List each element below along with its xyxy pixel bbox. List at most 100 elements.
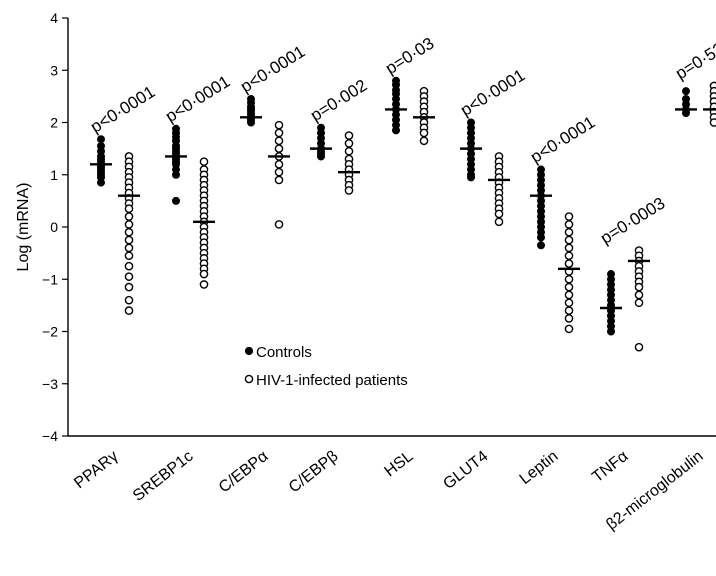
patients-point [634,298,644,308]
patients-point [274,120,284,130]
controls-point [316,152,325,161]
category-label: TNFα [589,448,631,486]
patients-point [274,159,284,169]
patients-point [124,204,134,214]
y-axis-label: Log (mRNA) [15,183,32,272]
patients-point [274,220,284,229]
patients-point [564,220,574,229]
category-label: HSL [381,448,416,481]
y-tick-label: −3 [42,376,58,392]
p-value-label: p<0·0001 [87,82,158,136]
y-tick-label: 4 [50,10,58,26]
patients-point [564,324,574,334]
patients-point [124,243,134,253]
patients-point [124,251,134,261]
patients-point [274,175,284,185]
legend-marker-controls [244,346,254,356]
controls-point [97,135,106,144]
controls-point [246,118,255,127]
patients-point [124,227,134,237]
patients-point [564,306,574,315]
patients-point [124,282,134,292]
data-marks [97,76,716,352]
controls-point [391,126,400,135]
legend-marker-patients [244,374,254,384]
controls-point [537,233,546,242]
patients-point [564,212,574,221]
controls-point [607,327,616,336]
y-tick-label: 2 [50,115,58,131]
patients-point [564,259,574,268]
patients-point [124,272,134,281]
patients-point [199,157,209,166]
patients-point [494,209,504,219]
category-label: PPARγ [71,448,121,492]
patients-point [634,342,644,352]
patients-point [274,136,284,146]
legend-label-controls: Controls [256,344,312,361]
patients-point [344,139,354,148]
y-tick-label: −4 [42,428,58,444]
category-label: SREBP1c [130,448,197,505]
patients-point [564,298,574,308]
y-tick-label: 0 [50,219,58,235]
p-value-label: p=0·0003 [597,193,668,247]
patients-point [199,280,209,289]
patients-point [199,269,209,279]
patients-point [634,290,644,300]
patients-point [124,235,134,245]
patients-point [564,314,574,323]
category-label: C/EBPβ [286,448,342,497]
legend-label-patients: HIV-1-infected patients [256,372,408,389]
patients-point [344,186,354,195]
patients-point [124,212,134,221]
y-tick-label: 1 [50,167,58,183]
patients-point [274,128,284,138]
patients-point [419,128,429,138]
p-value-label: p<0·0001 [162,72,233,126]
patients-point [124,295,134,305]
controls-point [171,196,180,205]
patients-point [124,306,134,315]
y-ticks: 4 3 2 1 0 −1 −2 −3 −4 [42,10,68,444]
controls-point [171,170,180,179]
patients-point [564,274,574,284]
p-value-label: p=0·52 [672,39,716,83]
legend: Controls HIV-1-infected patients [244,344,408,389]
p-value-label: p<0·0001 [457,65,528,119]
patients-point [124,220,134,229]
category-label: GLUT4 [440,448,491,493]
patients-point [344,131,354,140]
category-label: C/EBPα [216,448,272,497]
patients-point [634,282,644,292]
p-value-label: p<0·0001 [527,112,598,166]
p-value-label: p<0·0001 [237,42,308,96]
category-labels: PPARγ SREBP1c C/EBPα C/EBPβ HSL GLUT4 Leptin TN… [71,448,706,534]
patients-point [274,167,284,177]
median-lines [90,108,716,310]
patients-point [709,118,716,127]
patients-point [419,136,429,146]
patients-point [564,282,574,292]
patients-point [564,227,574,237]
controls-point [537,241,546,250]
patients-point [124,261,134,271]
patients-point [564,290,574,300]
category-label: Leptin [517,448,562,488]
patients-point [274,144,284,153]
y-tick-label: −2 [42,324,58,340]
p-values: p<0·0001 p<0·0001p<0·0001p=0·002p=0·03p<0… [87,34,716,248]
p-value-label: p=0·002 [307,76,370,125]
patients-point [564,251,574,261]
controls-point [97,178,106,187]
controls-point [466,173,475,182]
patients-point [344,146,354,156]
p-value-label: p=0·03 [382,34,437,78]
y-tick-label: −1 [42,271,58,287]
patients-point [494,217,504,227]
patients-point [564,243,574,253]
controls-point [682,87,691,96]
y-tick-label: 3 [50,62,58,78]
patients-point [564,235,574,245]
